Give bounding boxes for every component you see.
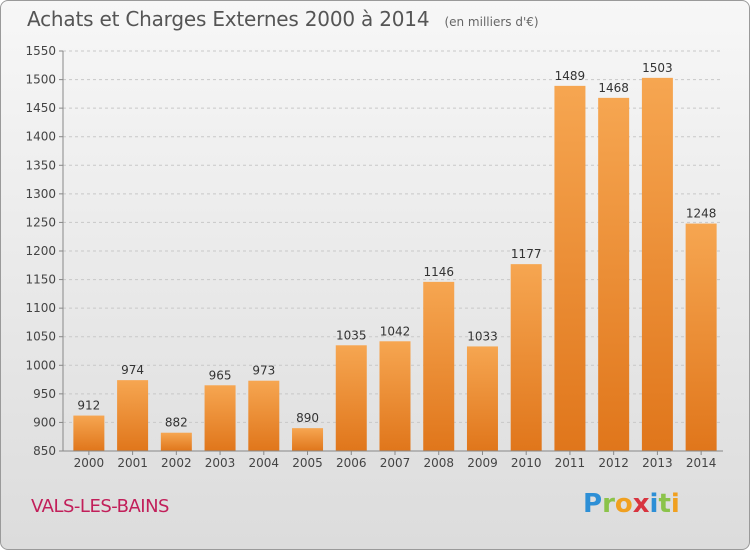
logo-letter: r xyxy=(602,489,615,519)
y-tick-label: 1100 xyxy=(25,301,56,315)
x-tick-label: 2003 xyxy=(205,456,236,470)
bar-2007 xyxy=(379,341,411,451)
bar-2002 xyxy=(160,432,192,451)
bar-value-label: 1146 xyxy=(423,265,454,279)
x-tick-label: 2002 xyxy=(161,456,192,470)
bar-2014 xyxy=(685,223,717,451)
x-tick-label: 2004 xyxy=(249,456,280,470)
bar-2009 xyxy=(466,346,498,451)
x-tick-label: 2006 xyxy=(336,456,367,470)
bar-value-label: 973 xyxy=(252,364,275,378)
bar-value-label: 1035 xyxy=(336,328,367,342)
logo-letter: x xyxy=(632,489,650,519)
x-tick-label: 2014 xyxy=(686,456,717,470)
title-row: Achats et Charges Externes 2000 à 2014 (… xyxy=(27,7,539,31)
bar-value-label: 1489 xyxy=(555,69,586,83)
chart-subtitle: (en milliers d'€) xyxy=(444,15,539,29)
bar-value-label: 1248 xyxy=(686,207,717,221)
bar-2004 xyxy=(248,380,280,451)
x-tick-label: 2010 xyxy=(511,456,542,470)
x-tick-label: 2008 xyxy=(423,456,454,470)
bar-2003 xyxy=(204,385,236,451)
bar-value-label: 1468 xyxy=(598,81,629,95)
y-tick-label: 1400 xyxy=(25,130,56,144)
x-tick-label: 2005 xyxy=(292,456,323,470)
logo-letter: P xyxy=(583,489,603,519)
bar-value-label: 1033 xyxy=(467,329,498,343)
bar-value-label: 965 xyxy=(209,368,232,382)
y-tick-label: 1300 xyxy=(25,187,56,201)
bars: 912 974 882 965 973 890 1035 1042 1146 1033 1177 14… xyxy=(73,61,717,451)
bar-value-label: 1503 xyxy=(642,61,673,75)
x-tick-label: 2000 xyxy=(74,456,105,470)
y-tick-label: 1200 xyxy=(25,244,56,258)
place-name: VALS-LES-BAINS xyxy=(31,496,169,517)
bar-2012 xyxy=(598,97,630,451)
x-tick-label: 2001 xyxy=(117,456,148,470)
y-tick-label: 1000 xyxy=(25,358,56,372)
bar-2013 xyxy=(641,77,673,451)
y-tick-label: 1250 xyxy=(25,215,56,229)
y-tick-label: 850 xyxy=(33,444,56,458)
bar-2006 xyxy=(335,345,367,451)
y-tick-label: 1450 xyxy=(25,101,56,115)
logo-letter: i xyxy=(670,489,680,519)
x-tick-label: 2009 xyxy=(467,456,498,470)
bar-2011 xyxy=(554,85,586,451)
x-tick-label: 2013 xyxy=(642,456,673,470)
bar-2000 xyxy=(73,415,105,451)
logo-letter: i xyxy=(649,489,659,519)
axes: 850 900 950 1000 1050 1100 1150 1200 1250 1300 135… xyxy=(25,44,723,470)
bar-2008 xyxy=(423,281,455,451)
x-tick-label: 2012 xyxy=(598,456,629,470)
logo-letter: o xyxy=(614,489,633,519)
y-tick-label: 1150 xyxy=(25,273,56,287)
y-tick-label: 1350 xyxy=(25,158,56,172)
logo-letter: t xyxy=(658,489,671,519)
y-tick-label: 1550 xyxy=(25,44,56,58)
bar-value-label: 1177 xyxy=(511,247,542,261)
bar-2005 xyxy=(292,428,324,451)
y-tick-label: 950 xyxy=(33,387,56,401)
proxiti-logo[interactable]: Proxiti xyxy=(583,489,680,519)
bar-value-label: 882 xyxy=(165,416,188,430)
x-tick-label: 2007 xyxy=(380,456,411,470)
bar-value-label: 974 xyxy=(121,363,144,377)
bar-value-label: 1042 xyxy=(380,324,411,338)
bar-value-label: 890 xyxy=(296,411,319,425)
x-tick-label: 2011 xyxy=(555,456,586,470)
chart-title: Achats et Charges Externes 2000 à 2014 xyxy=(27,7,430,31)
bar-value-label: 912 xyxy=(77,399,100,413)
y-tick-label: 1500 xyxy=(25,73,56,87)
bar-2001 xyxy=(117,380,149,451)
y-tick-label: 900 xyxy=(33,415,56,429)
bar-2010 xyxy=(510,264,542,451)
y-tick-label: 1050 xyxy=(25,330,56,344)
